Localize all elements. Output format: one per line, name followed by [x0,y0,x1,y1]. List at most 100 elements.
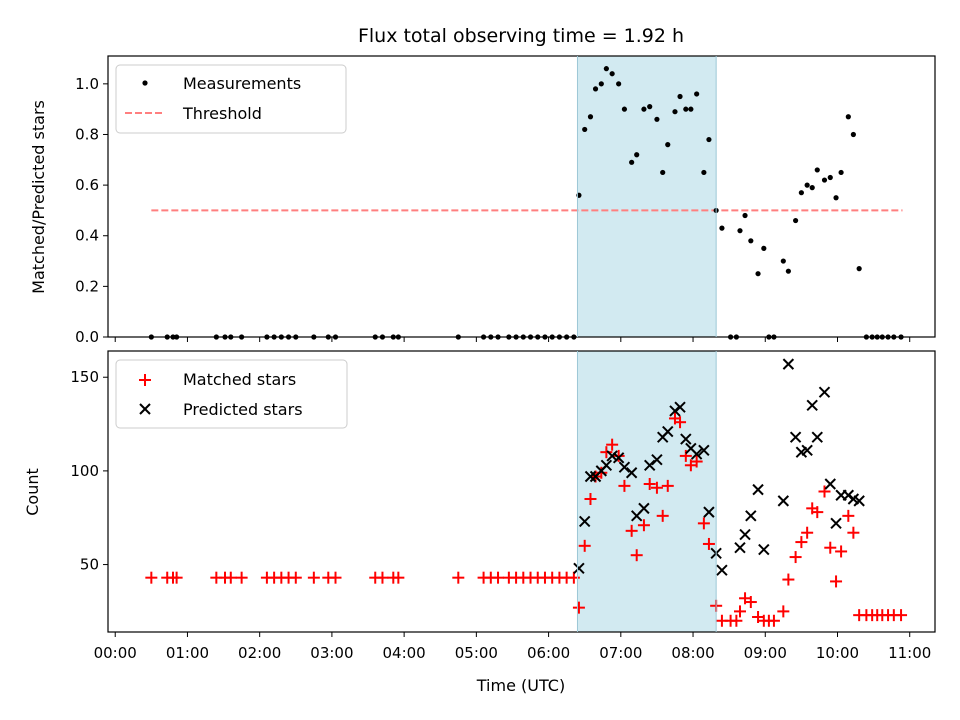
matched-star-point [637,519,650,532]
matched-star-point [578,539,591,552]
bottom-y-axis-title: Count [23,468,42,516]
measurement-point [654,116,660,122]
measurement-point [701,169,707,176]
legend-measurements-label: Measurements [183,74,301,93]
matched-star-point [289,571,302,584]
matched-star-point [452,571,465,584]
matched-star-point [625,524,638,537]
predicted-star-point [651,453,663,466]
matched-star-point [606,438,619,451]
matched-star-point [782,573,795,586]
y-tick-label: 0.0 [75,328,99,346]
matched-star-point [777,605,790,618]
x-tick-label: 02:00 [238,644,281,662]
x-tick-label: 11:00 [888,644,931,662]
matched-star-point [818,485,831,498]
matched-star-point [650,481,663,494]
y-tick-label: 1.0 [75,75,99,93]
matched-star-point [595,466,608,479]
predicted-star-point [716,564,728,576]
bottom-legend: Matched stars Predicted stars [115,359,348,429]
measurements-layer [148,66,904,340]
matched-star-point [674,416,687,429]
top-plot-frame [107,55,936,338]
measurement-point [592,86,599,92]
matched-star-point [661,479,674,492]
x-tick-label: 03:00 [310,644,353,662]
measurement-point [647,104,653,110]
predicted-star-point [789,431,802,443]
chart-title: Flux total observing time = 1.92 h [358,25,684,47]
top-y-axis-title: Matched/Predicted stars [29,100,48,294]
measurement-point [737,228,743,234]
measurement-point [582,126,588,133]
x-tick-label: 09:00 [744,644,787,662]
matched-star-point [235,571,248,584]
legend-predicted-label: Predicted stars [183,400,303,419]
predicted-star-point [782,358,795,370]
measurement-point [761,245,767,251]
predicted-star-point [662,425,674,438]
top-x-axis-ticks [114,337,911,342]
matched-star-point [492,571,505,584]
matched-star-point [801,526,814,539]
matched-star-point [811,506,824,519]
predicted-star-point [801,444,813,456]
matched-star-point [376,571,389,584]
legend-matched-marker [139,374,151,386]
legend-measurements-marker [142,80,148,86]
measurement-point [850,131,856,138]
predicted-star-point [625,467,638,479]
measurement-point [706,136,712,143]
matched-star-point [767,614,780,627]
predicted-star-point [573,562,585,575]
matched-star-point [679,449,692,462]
measurement-point [688,106,694,112]
measurement-point [821,177,828,183]
bottom-x-axis-ticks: 00:00 01:00 02:00 03:00 04:00 05:00 06:00 07:00… [94,632,931,662]
matched-star-point [600,446,613,459]
measurement-point [845,114,851,120]
measurement-point [677,93,683,100]
predicted-star-point [777,495,790,507]
measurement-point [660,169,666,176]
y-tick-label: 0.2 [75,277,99,295]
measurement-point [833,195,839,201]
predicted-star-point [830,517,842,530]
bottom-y-axis-ticks: 50 100 150 [70,368,108,574]
measurement-point [827,174,833,181]
y-tick-label: 50 [80,556,99,574]
measurement-point [634,152,640,158]
x-tick-label: 01:00 [166,644,209,662]
measurement-point [838,169,844,176]
predicted-star-point [752,483,764,496]
measurement-point [856,266,862,272]
matched-star-point [690,455,703,468]
measurement-point [785,268,791,274]
predicted-star-point [734,541,746,554]
measurement-point [694,91,700,97]
measurement-point [629,159,635,165]
x-tick-label: 10:00 [816,644,859,662]
measurement-point [798,190,804,196]
y-tick-label: 0.8 [75,125,99,143]
measurement-point [603,66,609,72]
x-axis-title: Time (UTC) [476,676,565,695]
predicted-star-point [578,515,591,528]
matched-star-point [584,492,597,505]
measurement-point [609,71,615,77]
measurement-point [621,106,628,112]
predicted-star-point [853,495,865,507]
predicted-star-point [739,528,751,541]
measurement-point [809,185,815,191]
predicted-star-point [674,401,686,413]
x-tick-label: 05:00 [455,644,498,662]
predicted-star-point [758,543,770,556]
measurement-point [719,225,725,231]
y-tick-label: 100 [70,462,99,480]
x-tick-label: 00:00 [94,644,137,662]
matched-star-point [824,541,837,554]
matched-star-point [612,449,625,462]
predicted-star-point [643,459,656,471]
